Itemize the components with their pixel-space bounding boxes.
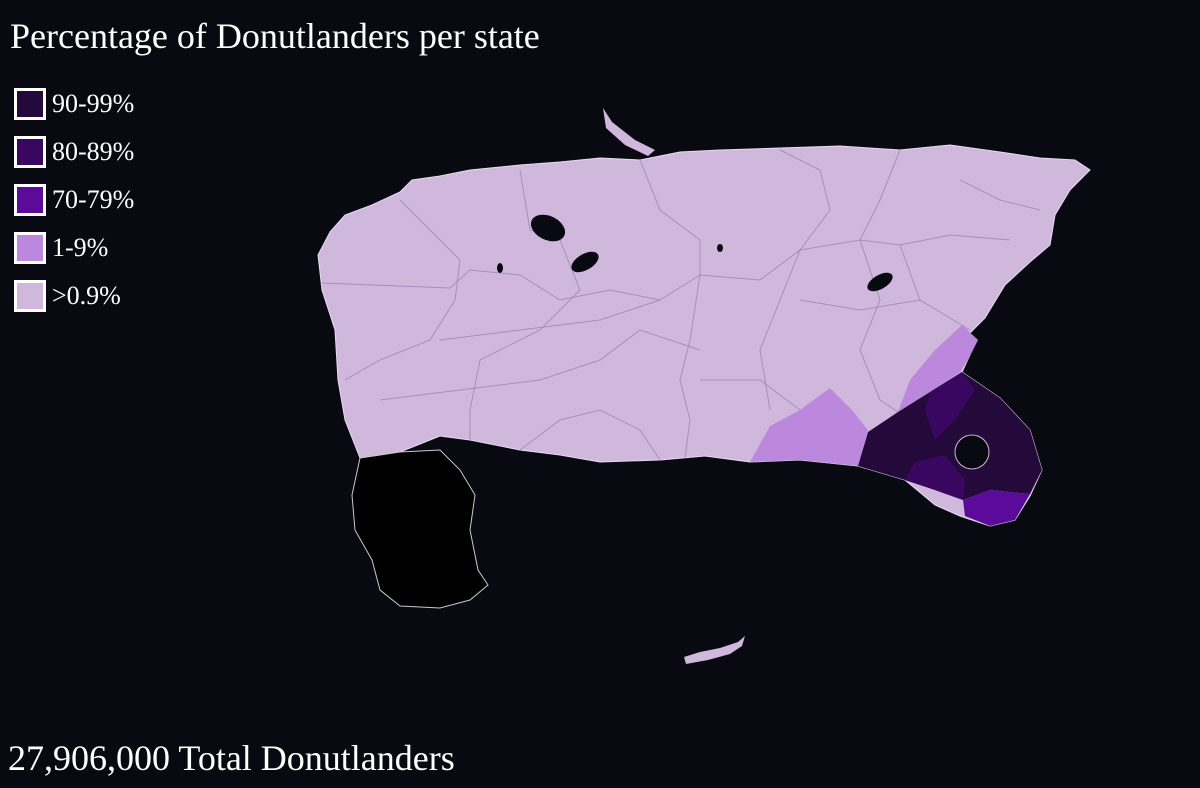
legend-item: 90-99%: [14, 80, 134, 128]
title: Percentage of Donutlanders per state: [10, 16, 540, 56]
legend-swatch: [14, 88, 46, 120]
legend-item: 80-89%: [14, 128, 134, 176]
total-caption: 27,906,000 Total Donutlanders: [8, 738, 455, 778]
donut-hole: [954, 434, 990, 470]
region-mid: [905, 455, 965, 500]
legend-label: 90-99%: [52, 89, 135, 118]
legend-label: 1-9%: [52, 233, 109, 262]
legend-item: >0.9%: [14, 272, 134, 320]
island: [603, 108, 655, 156]
legend-label: >0.9%: [52, 281, 121, 310]
lakes: [497, 214, 893, 292]
legend-item: 70-79%: [14, 176, 134, 224]
region-mid: [925, 372, 975, 440]
peninsula: [351, 449, 489, 609]
region-low: [750, 388, 868, 466]
legend-label: 80-89%: [52, 137, 135, 166]
legend-swatch: [14, 232, 46, 264]
legend: 90-99% 80-89% 70-79% 1-9% >0.9%: [14, 80, 134, 320]
legend-label: 70-79%: [52, 185, 135, 214]
region-high: [858, 372, 1042, 500]
legend-swatch: [14, 280, 46, 312]
legend-item: 1-9%: [14, 224, 134, 272]
region-top: [963, 490, 1030, 526]
region-low: [898, 325, 978, 412]
legend-swatch: [14, 184, 46, 216]
island: [684, 636, 745, 664]
legend-swatch: [14, 136, 46, 168]
